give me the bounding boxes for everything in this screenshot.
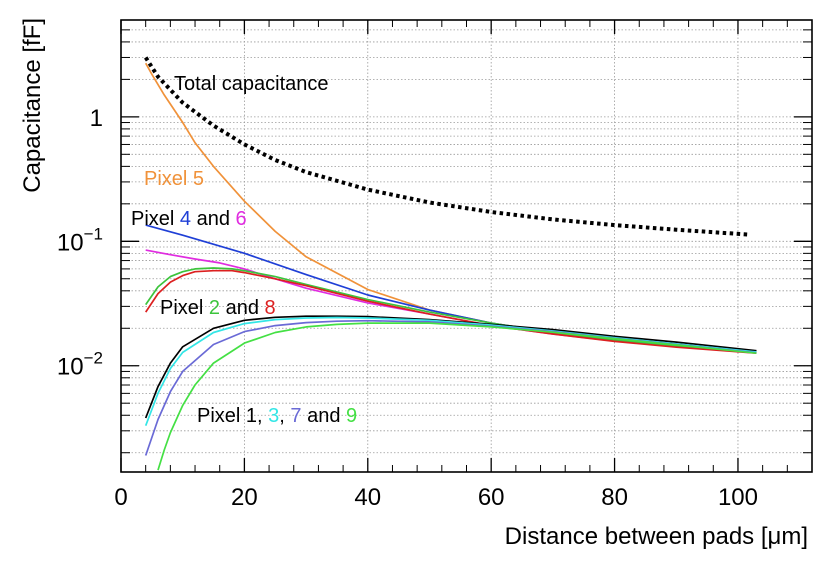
x-tick-label: 80	[601, 484, 628, 511]
x-tick-label: 0	[114, 484, 127, 511]
y-tick-labels: 10−2 10−1 1	[57, 105, 103, 381]
series-pixel-1	[144, 315, 757, 419]
plot-frame	[120, 19, 813, 473]
series-pixel-8	[144, 269, 757, 355]
x-tick-label: 60	[478, 484, 505, 511]
series-lines	[144, 56, 757, 471]
annotation-pixel-2-and-8: Pixel 2 and 8	[160, 297, 276, 319]
annotation-pixel-5: Pixel 5	[144, 168, 204, 190]
x-tick-label: 20	[231, 484, 258, 511]
annotation-pixel-1-3-7-and-9: Pixel 1, 3, 7 and 9	[197, 405, 357, 427]
series-pixel-9	[157, 322, 757, 471]
y-tick-label: 10−1	[57, 224, 103, 256]
x-axis-title: Distance between pads [μm]	[505, 523, 808, 550]
x-tick-label: 100	[718, 484, 758, 511]
y-tick-label: 1	[90, 105, 103, 132]
x-tick-labels: 0 20 40 60 80 100	[114, 484, 758, 511]
annotation-pixel-4-and-6: Pixel 4 and 6	[131, 208, 247, 230]
y-tick-label: 10−2	[57, 349, 103, 381]
y-axis-title: Capacitance [fF]	[19, 18, 46, 193]
annotation-total-capacitance: Total capacitance	[174, 73, 329, 95]
major-ticks	[120, 20, 812, 472]
x-tick-label: 40	[354, 484, 381, 511]
